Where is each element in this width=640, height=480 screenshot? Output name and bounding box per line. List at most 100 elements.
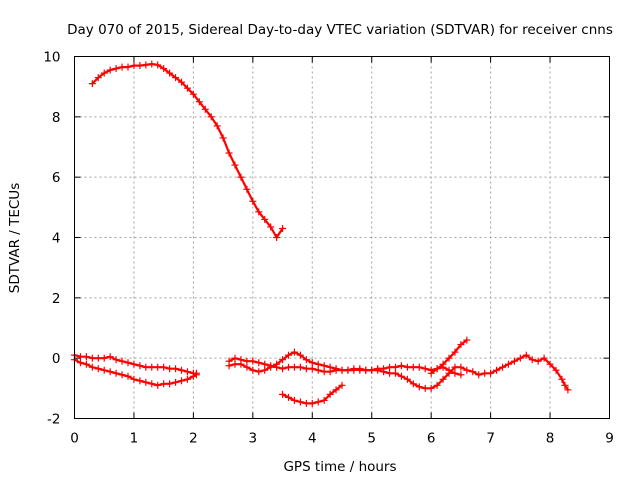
x-tick-label: 1 [130,431,139,447]
data-point [499,363,506,371]
data-point [487,369,495,377]
data-point [362,366,370,374]
data-point [439,375,447,383]
data-point [118,371,126,379]
data-point [213,122,221,130]
data-point [338,381,346,389]
data-point [558,375,566,383]
data-point [178,377,185,385]
data-point [189,90,197,98]
data-point [219,134,227,142]
y-tick-label: -2 [47,412,60,428]
data-point [285,393,292,401]
data-point [100,69,108,77]
data-point [445,369,453,377]
data-point [463,336,471,344]
tick-labels: 0 1 2 3 4 5 6 7 8 9 -2 0 2 4 6 8 10 [43,50,613,447]
data-point [124,63,132,71]
data-point [237,360,245,368]
data-point [320,368,328,376]
data-point [148,380,156,388]
data-point [231,360,239,368]
data-point [415,383,423,391]
series-track-2 [71,356,200,389]
data-point [154,61,162,69]
series-track-7 [427,336,471,377]
data-point [88,80,96,88]
data-point [314,360,322,368]
series-track-1 [88,60,287,241]
data-point [154,363,162,371]
x-tick-label: 5 [367,431,376,447]
data-point [148,60,156,68]
data-point [94,365,102,373]
data-point [255,208,263,216]
data-point [493,366,501,374]
data-point [469,368,477,376]
series-track-6 [279,381,346,407]
data-point [332,386,340,394]
data-point [522,351,530,359]
data-point [100,366,108,374]
data-point [421,384,429,392]
data-point [249,357,257,365]
data-point [142,378,150,386]
data-point [189,369,197,377]
data-point [160,65,168,73]
data-point [546,360,554,368]
data-point [451,348,459,356]
data-point [279,224,287,232]
data-point [183,368,191,376]
data-point [172,365,180,373]
data-point [237,173,245,181]
y-tick-label: 10 [43,50,60,66]
data-point [392,369,399,377]
data-point [192,371,200,379]
data-point [255,359,263,367]
y-tick-label: 2 [52,291,61,307]
data-point [249,366,257,374]
data-point [481,369,489,377]
data-point [320,362,328,370]
data-point [142,363,150,371]
data-point [386,363,394,371]
data-point [261,215,269,223]
data-point [88,363,96,371]
series-track-3 [71,351,200,379]
data-point [534,357,542,365]
data-point [380,368,388,376]
data-point [231,354,239,362]
data-point [433,381,441,389]
data-point [136,377,144,385]
data-point [166,69,174,77]
data-point [445,354,453,362]
data-point [561,381,569,389]
data-point [261,360,269,368]
series-track-5 [225,348,572,394]
data-point [154,381,162,389]
data-point [296,351,304,359]
data-point [112,356,120,364]
data-point [403,363,411,371]
data-point [386,369,394,377]
x-tick-label: 8 [546,431,555,447]
series-line [73,358,198,387]
data-point [397,362,405,370]
data-point [166,380,174,388]
data-point [130,62,138,70]
x-axis-label: GPS time / hours [283,459,396,475]
x-tick-label: 4 [308,431,317,447]
data-point [457,363,465,371]
data-point [243,185,251,193]
data-point [112,65,120,73]
data-point [225,149,233,157]
data-point [302,365,310,373]
data-point [106,368,114,376]
data-point [207,113,215,121]
data-point [136,362,144,370]
grid [74,56,610,419]
data-point [504,360,512,368]
data-point [290,396,298,404]
data-point [267,363,275,371]
